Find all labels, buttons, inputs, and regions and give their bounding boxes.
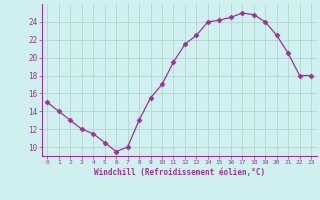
X-axis label: Windchill (Refroidissement éolien,°C): Windchill (Refroidissement éolien,°C) bbox=[94, 168, 265, 177]
